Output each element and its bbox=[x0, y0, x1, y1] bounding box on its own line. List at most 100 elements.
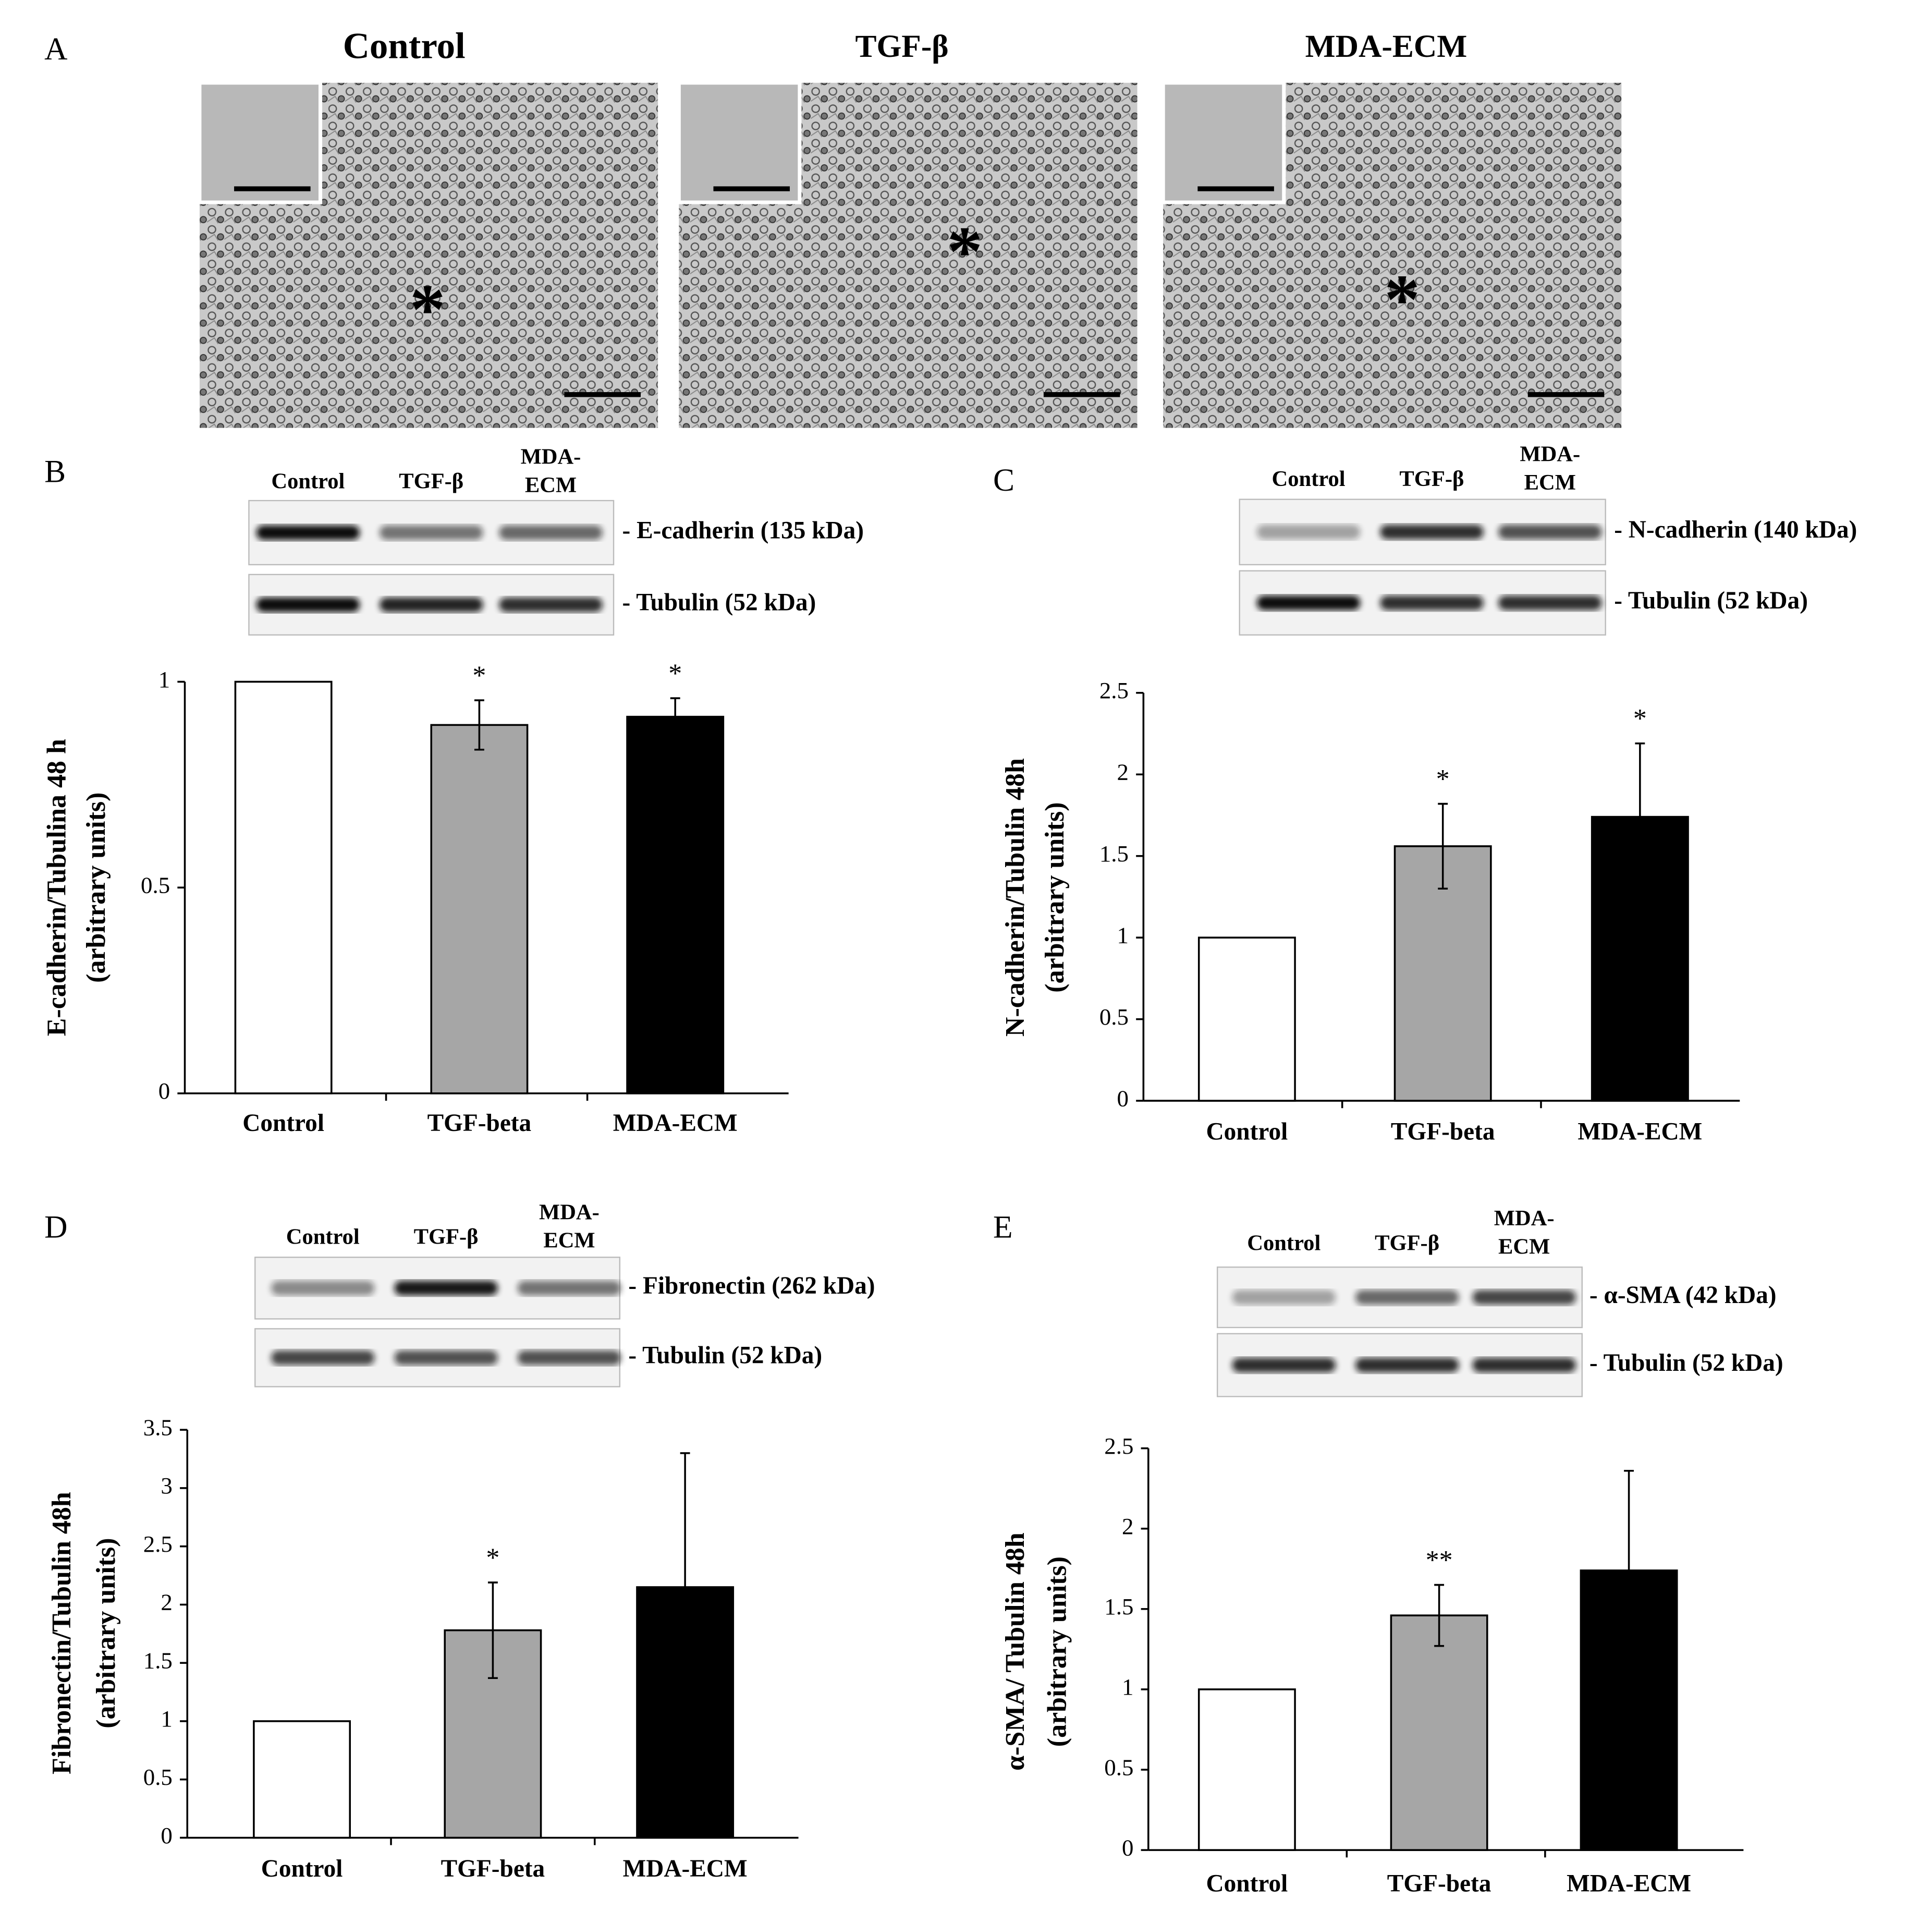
significance-label: * bbox=[1436, 764, 1450, 794]
blot-band bbox=[517, 1281, 621, 1296]
band-label: - α-SMA (42 kDa) bbox=[1589, 1282, 1777, 1309]
bar bbox=[234, 680, 333, 1094]
panel-label: C bbox=[993, 463, 1014, 498]
y-tick-label: 0 bbox=[1117, 1085, 1129, 1111]
blot-band bbox=[1232, 1289, 1336, 1305]
y-axis-label: (arbitrary units) bbox=[91, 1538, 121, 1728]
x-tick-label: TGF-beta bbox=[1387, 1870, 1491, 1897]
x-tick-label: TGF-beta bbox=[441, 1855, 545, 1882]
x-tick-label: Control bbox=[1206, 1870, 1288, 1897]
y-axis-label: (arbitrary units) bbox=[1043, 1556, 1072, 1747]
blot-band bbox=[517, 1350, 621, 1366]
lane-label: MDA- bbox=[521, 444, 581, 469]
x-tick-label: MDA-ECM bbox=[1567, 1870, 1691, 1897]
panel-label: D bbox=[44, 1209, 67, 1245]
blot-band bbox=[379, 597, 483, 612]
error-bar bbox=[474, 699, 484, 751]
bar bbox=[1390, 1614, 1488, 1851]
band-label: - Tubulin (52 kDa) bbox=[1614, 587, 1808, 614]
blot-band bbox=[1498, 595, 1602, 611]
band-label: - N-cadherin (140 kDa) bbox=[1614, 516, 1857, 543]
blot-band bbox=[1256, 525, 1361, 540]
lane-label: MDA- bbox=[1494, 1206, 1555, 1231]
image-marker: * bbox=[410, 270, 446, 349]
blot-band bbox=[271, 1281, 375, 1296]
blot-band bbox=[1472, 1289, 1576, 1305]
error-bar bbox=[1434, 1584, 1445, 1647]
lane-label: ECM bbox=[525, 473, 577, 497]
y-axis-label: Fibronectin/Tubulin 48h bbox=[47, 1492, 77, 1774]
band-label: - Tubulin (52 kDa) bbox=[622, 589, 816, 616]
inset bbox=[1161, 81, 1286, 204]
y-tick-label: 3.5 bbox=[143, 1414, 173, 1440]
lane-label: MDA- bbox=[1520, 442, 1580, 467]
y-axis-label: E-cadherin/Tubulina 48 h bbox=[42, 739, 71, 1036]
x-tick-label: MDA-ECM bbox=[613, 1110, 738, 1137]
image-title: Control bbox=[343, 26, 466, 66]
blot-band bbox=[1232, 1357, 1336, 1373]
x-tick-label: Control bbox=[242, 1110, 324, 1137]
error-bar bbox=[680, 1452, 690, 1722]
error-bar bbox=[487, 1581, 498, 1679]
blot-band bbox=[1472, 1357, 1576, 1373]
blot-band bbox=[256, 597, 360, 612]
band-label: - Fibronectin (262 kDa) bbox=[628, 1272, 875, 1299]
image-title: MDA-ECM bbox=[1305, 29, 1468, 64]
lane-label: Control bbox=[1272, 467, 1346, 491]
x-tick-label: Control bbox=[261, 1855, 343, 1882]
band-label: - E-cadherin (135 kDa) bbox=[622, 517, 864, 544]
y-axis-label: α-SMA/ Tubulin 48h bbox=[1000, 1532, 1030, 1771]
band-label: - Tubulin (52 kDa) bbox=[628, 1342, 822, 1369]
y-tick-label: 0.5 bbox=[1099, 1004, 1129, 1030]
y-tick-label: 1.5 bbox=[1104, 1593, 1133, 1620]
blot-band bbox=[394, 1281, 498, 1296]
y-tick-label: 0 bbox=[161, 1822, 172, 1848]
y-tick-label: 1 bbox=[1122, 1674, 1133, 1700]
blot-band bbox=[271, 1350, 375, 1366]
lane-label: TGF-β bbox=[399, 469, 463, 494]
x-tick-label: MDA-ECM bbox=[1578, 1118, 1702, 1146]
blot-band bbox=[1355, 1357, 1459, 1373]
lane-label: Control bbox=[271, 469, 345, 494]
bar bbox=[1197, 1688, 1296, 1851]
bar bbox=[253, 1720, 351, 1839]
image-marker: * bbox=[1384, 260, 1420, 339]
lane-label: ECM bbox=[1498, 1234, 1550, 1259]
significance-label: * bbox=[668, 659, 682, 688]
blot-band bbox=[1498, 525, 1602, 540]
lane-label: Control bbox=[286, 1225, 360, 1249]
image-title: TGF-β bbox=[855, 29, 949, 64]
error-bar bbox=[670, 697, 680, 736]
y-tick-label: 2 bbox=[1117, 759, 1129, 785]
significance-label: ** bbox=[1426, 1545, 1453, 1575]
y-tick-label: 2.5 bbox=[1104, 1433, 1133, 1459]
blot-band bbox=[1256, 595, 1361, 611]
significance-label: * bbox=[486, 1543, 499, 1573]
blot-band bbox=[394, 1350, 498, 1366]
y-tick-label: 2.5 bbox=[1099, 677, 1129, 703]
lane-label: Control bbox=[1247, 1231, 1320, 1255]
y-tick-label: 2 bbox=[1122, 1513, 1133, 1539]
bar bbox=[430, 724, 529, 1094]
y-tick-label: 0 bbox=[1122, 1834, 1133, 1860]
blot-band bbox=[1380, 595, 1484, 611]
blot-band bbox=[499, 525, 603, 540]
blot-band bbox=[379, 525, 483, 540]
y-axis-label: (arbitrary units) bbox=[1040, 802, 1070, 992]
lane-label: ECM bbox=[1524, 470, 1576, 495]
lane-label: TGF-β bbox=[1375, 1231, 1439, 1255]
y-tick-label: 1.5 bbox=[143, 1647, 173, 1673]
x-tick-label: TGF-beta bbox=[1391, 1118, 1495, 1146]
y-tick-label: 0.5 bbox=[1104, 1754, 1133, 1780]
x-tick-label: TGF-beta bbox=[427, 1110, 532, 1137]
panel-label: A bbox=[44, 31, 67, 67]
y-tick-label: 3 bbox=[161, 1472, 172, 1499]
panel-label: E bbox=[993, 1209, 1013, 1245]
bar bbox=[1197, 936, 1296, 1102]
error-bar bbox=[1438, 802, 1448, 890]
error-bar bbox=[1635, 742, 1645, 892]
y-tick-label: 2 bbox=[161, 1589, 172, 1615]
lane-label: ECM bbox=[543, 1228, 595, 1253]
blot-band bbox=[256, 525, 360, 540]
